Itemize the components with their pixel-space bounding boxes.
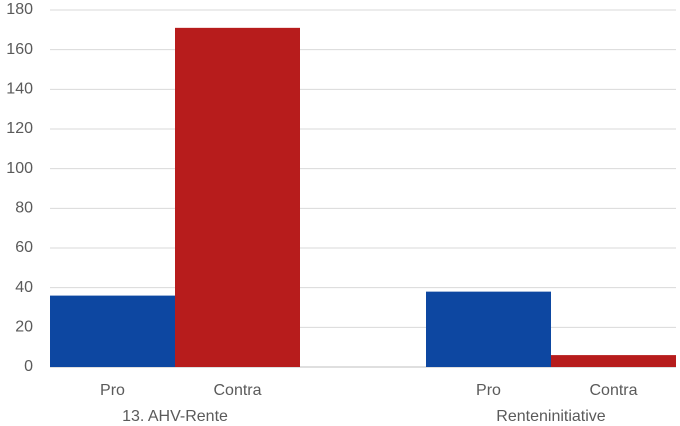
x-category-label: Pro <box>100 382 125 399</box>
x-group-label: 13. AHV-Rente <box>122 408 228 425</box>
y-tick-label: 20 <box>15 319 33 336</box>
y-tick-label: 180 <box>6 1 33 18</box>
y-tick-label: 0 <box>24 358 33 375</box>
y-tick-label: 60 <box>15 239 33 256</box>
y-tick-label: 140 <box>6 81 33 98</box>
label-layer: 0 20 40 60 80 100 120 140 160 180 Pro Contra 13. AHV… <box>6 1 637 425</box>
bar-1-contra <box>175 27 300 367</box>
bar-2-pro <box>426 291 551 367</box>
x-category-label: Contra <box>213 382 261 399</box>
x-category-label: Pro <box>476 382 501 399</box>
x-group-label: Renteninitiative <box>496 408 606 425</box>
y-tick-label: 80 <box>15 200 33 217</box>
bar-layer <box>50 27 676 367</box>
y-tick-label: 40 <box>15 279 33 296</box>
y-tick-label: 120 <box>6 120 33 137</box>
x-category-label: Contra <box>589 382 637 399</box>
bar-1-pro <box>50 295 175 367</box>
bar-2-contra <box>551 355 676 367</box>
y-tick-label: 100 <box>6 160 33 177</box>
y-tick-label: 160 <box>6 41 33 58</box>
